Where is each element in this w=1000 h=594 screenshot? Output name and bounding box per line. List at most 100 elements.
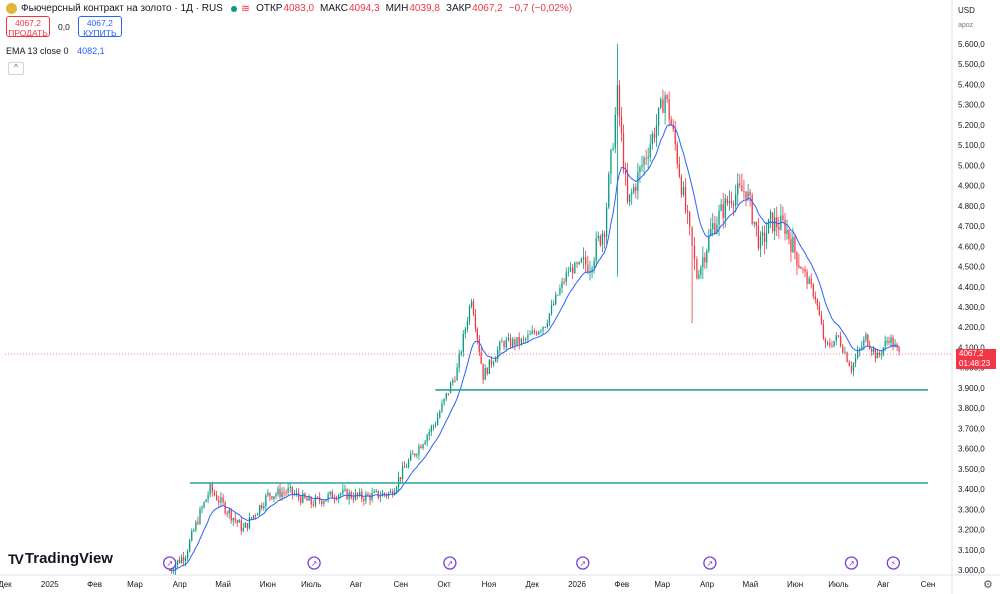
candle-body xyxy=(285,492,287,494)
candle-body xyxy=(338,494,340,500)
candle-body xyxy=(363,498,365,502)
candle-body xyxy=(668,98,670,120)
candle-body xyxy=(244,522,247,528)
event-icon xyxy=(703,556,717,570)
candle-body xyxy=(291,486,293,494)
symbol-title[interactable]: Фьючерсный контракт на золото · 1Д · RUS xyxy=(21,3,223,14)
last-price-value: 4067,2 xyxy=(959,349,984,358)
candle-body xyxy=(281,492,283,497)
candle-body xyxy=(265,495,267,507)
candle-body xyxy=(458,354,460,368)
candle-body xyxy=(726,198,729,204)
indicator-legend[interactable]: EMA 13 close 0 4082,1 xyxy=(6,46,105,56)
candle-body xyxy=(761,232,764,236)
spread-value: 0,0 xyxy=(58,21,70,32)
tradingview-logo[interactable]: TV TradingView xyxy=(8,550,113,567)
candle-body xyxy=(466,321,469,330)
candle-body xyxy=(824,338,827,343)
x-tick-label: Июль xyxy=(301,580,321,589)
y-tick-label: 4.400,0 xyxy=(958,283,985,292)
candle-body xyxy=(470,301,473,307)
candle-body xyxy=(776,217,778,228)
event-glyph: ↗ xyxy=(707,559,714,568)
candle-body xyxy=(172,570,175,572)
candle-body xyxy=(741,185,743,192)
candle-body xyxy=(191,531,193,541)
candle-body xyxy=(447,393,450,395)
candle-body xyxy=(657,107,660,126)
currency-label[interactable]: USD xyxy=(958,6,975,15)
candle-body xyxy=(252,515,255,519)
x-tick-label: Мар xyxy=(127,580,143,589)
y-tick-label: 4.200,0 xyxy=(958,323,985,332)
candle-body xyxy=(538,331,540,335)
candle-body xyxy=(407,460,410,467)
market-status-icon xyxy=(230,5,237,12)
candle-body xyxy=(850,366,853,372)
candle-body xyxy=(275,494,277,497)
x-tick-label: Авг xyxy=(350,580,363,589)
event-glyph: ↗ xyxy=(848,559,855,568)
candle-body xyxy=(289,486,291,488)
candle-body xyxy=(653,133,656,138)
candle-body xyxy=(548,313,551,323)
candle-body xyxy=(837,335,840,337)
candle-body xyxy=(348,492,350,500)
candle-body xyxy=(199,509,201,524)
candle-body xyxy=(555,294,557,305)
candle-body xyxy=(798,265,800,268)
candle-body xyxy=(662,99,664,113)
settings-gear-icon[interactable]: ⚙ xyxy=(983,579,993,591)
candle-body xyxy=(178,560,181,563)
candle-body xyxy=(674,129,676,145)
candle-body xyxy=(710,229,712,236)
candle-body xyxy=(704,257,706,263)
candle-body xyxy=(739,183,741,186)
candle-body xyxy=(377,490,379,498)
candle-body xyxy=(468,306,471,322)
candle-body xyxy=(340,493,342,495)
candle-body xyxy=(205,499,207,502)
candle-body xyxy=(876,352,879,359)
candle-body xyxy=(302,493,304,503)
x-tick-label: Сен xyxy=(393,580,408,589)
candle-body xyxy=(689,212,691,227)
candle-body xyxy=(601,233,604,245)
candle-body xyxy=(441,403,443,412)
candle-body xyxy=(835,335,837,341)
candle-body xyxy=(331,491,333,499)
candle-body xyxy=(620,116,623,134)
candle-body xyxy=(213,491,216,496)
candle-body xyxy=(557,294,559,296)
buy-button[interactable]: 4067,2 КУПИТЬ xyxy=(77,16,122,38)
candle-body xyxy=(660,99,662,108)
candle-body xyxy=(443,398,445,404)
event-glyph: ↗ xyxy=(447,559,454,568)
candle-body xyxy=(753,221,755,224)
candle-body xyxy=(323,501,325,504)
candle-body xyxy=(369,495,371,501)
scale-mode-label[interactable]: apoz xyxy=(958,22,974,29)
collapse-legend-button[interactable]: ^ xyxy=(8,62,24,75)
gold-symbol-icon xyxy=(6,3,17,14)
candle-body xyxy=(399,477,402,480)
x-tick-label: Фев xyxy=(87,580,102,589)
candle-body xyxy=(325,499,327,502)
y-tick-label: 4.600,0 xyxy=(958,242,985,251)
candle-body xyxy=(716,224,718,234)
sell-button[interactable]: 4067,2 ПРОДАТЬ xyxy=(6,16,50,38)
candle-body xyxy=(314,497,317,506)
y-tick-label: 3.700,0 xyxy=(958,424,985,433)
candle-body xyxy=(422,444,424,449)
y-tick-label: 4.500,0 xyxy=(958,263,985,272)
candle-body xyxy=(365,493,367,502)
x-tick-label: Апр xyxy=(700,580,715,589)
candle-body xyxy=(383,493,386,495)
y-tick-label: 3.400,0 xyxy=(958,485,985,494)
open-label: ОТКР xyxy=(256,3,283,14)
candle-body xyxy=(267,492,269,496)
event-glyph: ↗ xyxy=(579,559,586,568)
candle-body xyxy=(696,259,698,279)
candle-body xyxy=(356,492,359,496)
